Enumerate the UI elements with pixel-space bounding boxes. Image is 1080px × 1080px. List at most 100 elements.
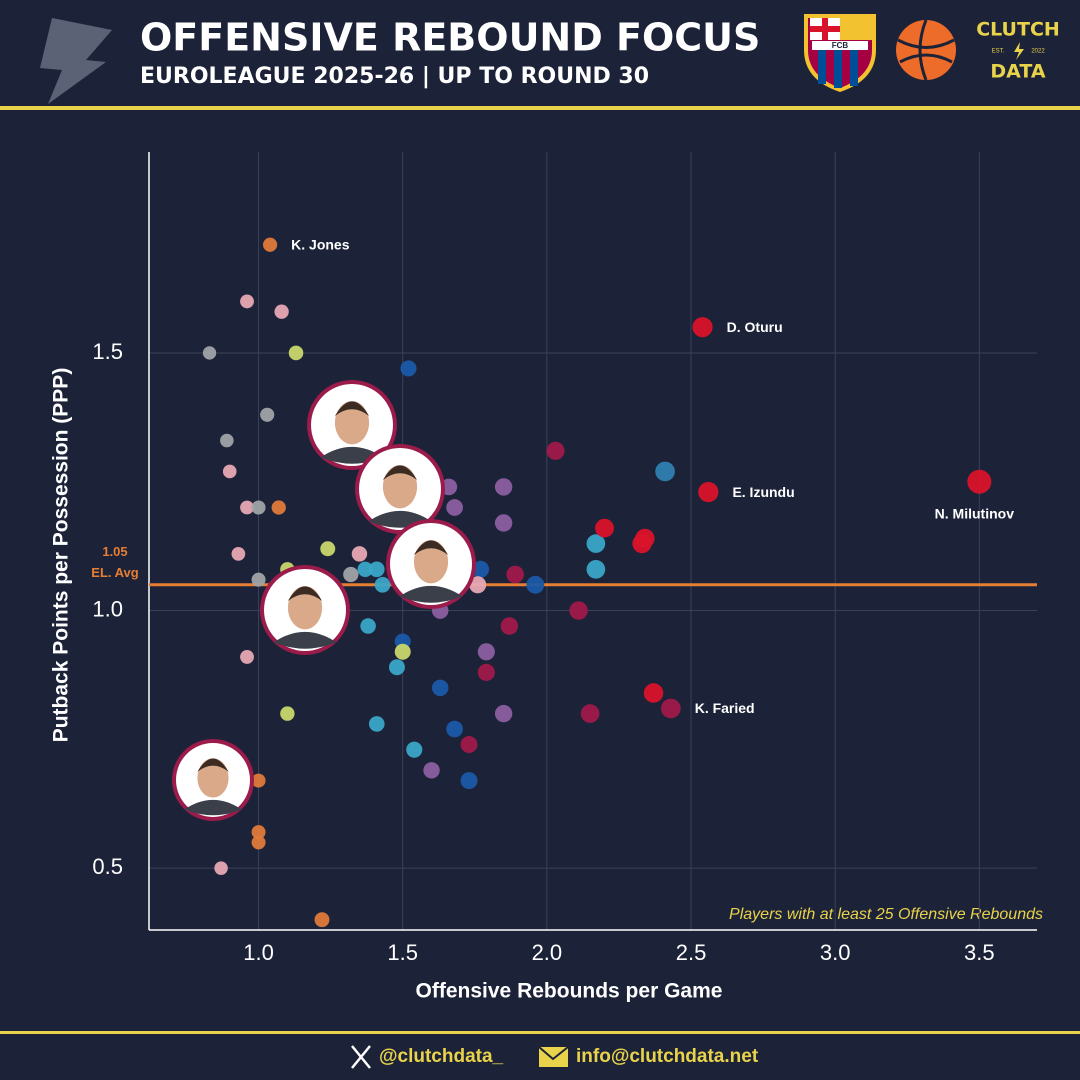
point: [220, 433, 234, 448]
point: [469, 576, 487, 594]
y-tick-label: 1.5: [92, 339, 123, 364]
point: [251, 773, 266, 788]
point: [222, 464, 237, 479]
point: [202, 346, 217, 360]
point: [357, 561, 373, 578]
point: [546, 441, 565, 460]
photo-face: [287, 586, 323, 630]
point: [263, 237, 278, 252]
point: [472, 560, 490, 578]
footer-rule: [0, 1031, 1080, 1034]
brand-year: 2022: [1031, 49, 1045, 55]
photo-hair: [413, 540, 449, 555]
point-label: E. Izundu: [732, 484, 794, 500]
point: [368, 561, 385, 578]
point: [660, 698, 681, 719]
point: [595, 518, 614, 538]
x-tick-label: 2.5: [676, 940, 707, 965]
mail-icon: [538, 1046, 569, 1067]
point: [251, 572, 266, 587]
brand-est: EST.: [992, 49, 1005, 55]
point: [214, 861, 228, 875]
point: [343, 566, 359, 583]
photo-face: [197, 758, 229, 798]
plot: 1.0 1.5 2.0 2.5 3.0 3.5 0.5 1.0 1.5 1.05 EL. Avg K.…: [91, 152, 1037, 965]
point: [240, 650, 254, 664]
point: [271, 500, 286, 515]
point: [643, 683, 664, 703]
point: [477, 663, 495, 681]
badge-text: FCB: [832, 41, 849, 50]
photo-face: [413, 540, 449, 584]
footer-email: info@clutchdata.net: [576, 1046, 759, 1067]
bolt-icon: [40, 18, 112, 104]
point: [240, 294, 254, 309]
x-axis-label: Offensive Rebounds per Game: [416, 980, 723, 1003]
point: [394, 643, 411, 660]
point: [260, 407, 275, 422]
point: [388, 659, 405, 676]
point: [351, 546, 368, 562]
point-label: N. Milutinov: [935, 505, 1015, 521]
point-label: D. Oturu: [727, 319, 783, 335]
point-label: K. Faried: [695, 700, 755, 716]
photo-shirt: [184, 799, 242, 816]
brand-top: CLUTCH: [976, 19, 1060, 41]
point: [580, 704, 600, 723]
photo-face: [382, 465, 418, 509]
photo-face: [334, 401, 370, 445]
point: [446, 499, 463, 516]
point: [494, 704, 513, 723]
photo-hair: [287, 586, 323, 601]
point: [360, 618, 376, 634]
point: [400, 360, 417, 377]
point: [460, 772, 478, 790]
point: [586, 534, 606, 553]
point: [526, 575, 545, 594]
x-tick-label: 3.0: [820, 940, 851, 965]
header-rule: [0, 106, 1080, 110]
point: [692, 317, 713, 338]
player-photo: [307, 380, 397, 470]
title: OFFENSIVE REBOUND FOCUS: [140, 16, 760, 60]
point: [240, 500, 254, 515]
point: [423, 762, 440, 779]
point: [494, 478, 513, 496]
point: [586, 559, 606, 579]
photo-hair: [334, 401, 370, 416]
point: [406, 741, 423, 758]
point: [368, 716, 385, 732]
photo-hair: [382, 465, 418, 480]
point: [446, 720, 463, 738]
point: [569, 601, 588, 620]
average-value: 1.05: [102, 544, 127, 559]
point: [698, 481, 719, 503]
x-tick-label: 1.5: [387, 940, 418, 965]
point: [251, 500, 266, 515]
x-tick-label: 2.0: [532, 940, 563, 965]
photo-hair: [197, 758, 229, 772]
x-icon: [351, 1045, 371, 1069]
point: [500, 617, 519, 635]
point: [288, 345, 304, 361]
point: [251, 835, 266, 850]
point: [967, 469, 992, 494]
point: [635, 528, 655, 549]
point: [314, 912, 330, 928]
point: [506, 565, 524, 584]
x-tick-label: 3.5: [964, 940, 995, 965]
point: [431, 679, 449, 697]
league-logo: [896, 19, 956, 81]
player-photo: [260, 565, 350, 655]
point: [460, 736, 478, 753]
player-photo: [172, 739, 254, 821]
point: [251, 825, 266, 840]
player-photo: [355, 444, 445, 534]
player-photo: [386, 519, 476, 609]
y-axis-label: Putback Points per Possession (PPP): [50, 368, 73, 743]
point: [374, 576, 391, 593]
brand-bolt: [1014, 42, 1024, 60]
y-tick-label: 1.0: [92, 596, 123, 621]
average-name: EL. Avg: [91, 565, 138, 580]
photo-shirt: [273, 631, 337, 649]
